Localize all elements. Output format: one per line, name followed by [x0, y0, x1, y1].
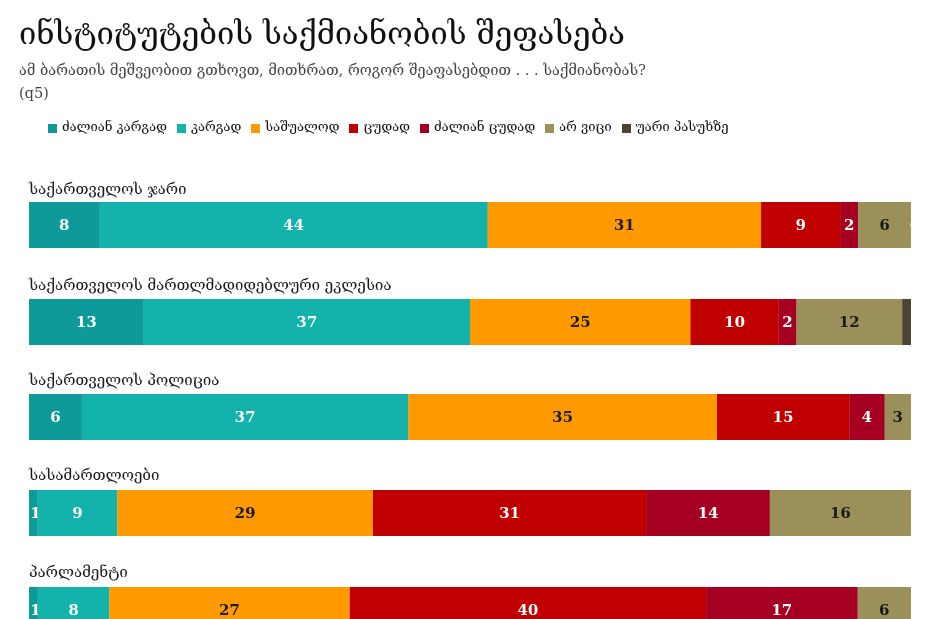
- legend-label: კარგად: [190, 120, 242, 135]
- bar-segment: [857, 587, 911, 619]
- bar-segment: [778, 299, 797, 345]
- bar-segment: [858, 202, 911, 248]
- value-label: 2: [844, 216, 854, 234]
- value-label: 14: [698, 504, 719, 522]
- value-label: 1: [30, 504, 40, 522]
- legend-item: არ ვიცი: [545, 119, 612, 137]
- legend-swatch: [545, 123, 555, 133]
- value-label: 10: [724, 313, 745, 331]
- legend-item: ცუდად: [349, 119, 410, 137]
- bar-segment: [408, 394, 717, 440]
- legend-item: ძალიან კარგად: [48, 119, 167, 137]
- bar-segment: [646, 490, 770, 536]
- chart-title: ინსტიტუტების საქმიანობის შეფასება: [19, 16, 625, 52]
- bar-segment: [706, 587, 858, 619]
- value-label: 29: [235, 504, 256, 522]
- legend-label: უარი პასუხზე: [635, 120, 729, 135]
- bar-segment: [37, 490, 118, 536]
- bar-segment: [349, 587, 707, 619]
- category-label: საქართველოს პოლიცია: [28, 371, 219, 389]
- bar-segment: [690, 299, 779, 345]
- bar-segment: [849, 394, 885, 440]
- legend-swatch: [48, 123, 57, 133]
- value-label: 37: [296, 313, 317, 331]
- value-label: 8: [68, 601, 78, 619]
- bar-segment: [99, 202, 488, 248]
- bar-segment: [761, 202, 841, 248]
- bar-segment: [902, 299, 911, 345]
- value-label: 4: [862, 408, 872, 426]
- value-label: 17: [771, 601, 792, 619]
- value-label: 8: [59, 216, 69, 234]
- legend: ძალიან კარგად კარგად საშუალოდ ცუდად ძალი…: [48, 119, 729, 137]
- category-label: სასამართლოები: [28, 466, 159, 484]
- legend-swatch: [176, 123, 186, 133]
- bar-segment: [81, 394, 409, 440]
- bar-segment: [470, 299, 691, 345]
- bar-segment: [29, 299, 144, 345]
- bar-segment: [372, 490, 647, 536]
- bar-segment: [487, 202, 762, 248]
- bar-segment: [143, 299, 470, 345]
- value-label: 15: [773, 408, 794, 426]
- value-label: 16: [830, 504, 851, 522]
- bar-segment: [716, 394, 850, 440]
- legend-label: ძალიან კარგად: [62, 120, 167, 135]
- legend-item: საშუალოდ: [251, 119, 339, 137]
- legend-label: არ ვიცი: [559, 120, 612, 135]
- value-label: 37: [235, 408, 256, 426]
- legend-swatch: [251, 123, 261, 133]
- value-label: 6: [50, 408, 60, 426]
- value-label: 35: [552, 408, 573, 426]
- legend-item: უარი პასუხზე: [621, 119, 729, 137]
- value-label: 2: [782, 313, 792, 331]
- legend-label: ძალიან ცუდად: [434, 120, 536, 135]
- bar-segment: [29, 587, 38, 619]
- value-label: 1: [30, 601, 40, 619]
- legend-item: კარგად: [176, 119, 242, 137]
- value-label: 31: [614, 216, 635, 234]
- value-label: 31: [499, 504, 520, 522]
- value-label: 6: [879, 216, 889, 234]
- legend-swatch: [621, 123, 631, 133]
- category-label: საქართველოს ჯარი: [28, 180, 187, 198]
- legend-swatch: [420, 123, 430, 133]
- legend-swatch: [349, 123, 359, 133]
- bar-segment: [884, 394, 911, 440]
- chart-subtitle: ამ ბარათის მეშვეობით გთხოვთ, მითხრათ, რო…: [19, 63, 646, 79]
- value-label: 9: [72, 504, 82, 522]
- bar-segment: [840, 202, 859, 248]
- bar-segment: [796, 299, 903, 345]
- question-code: (q5): [19, 86, 49, 102]
- value-label: 12: [839, 313, 860, 331]
- category-label: საქართველოს მართლმადიდებლური ეკლესია: [28, 276, 391, 294]
- value-label: 44: [283, 216, 304, 234]
- bar-segment: [37, 587, 110, 619]
- value-label: 40: [517, 601, 538, 619]
- bar-segment: [29, 394, 82, 440]
- value-label: 3: [893, 408, 903, 426]
- value-label: 0: [910, 216, 920, 234]
- category-label: პარლამენტი: [29, 563, 128, 581]
- bar-segment: [109, 587, 350, 619]
- bar-segment: [29, 490, 38, 536]
- legend-label: საშუალოდ: [265, 120, 340, 135]
- bar-segment: [29, 202, 100, 248]
- bar-segment: [117, 490, 373, 536]
- value-label: 25: [570, 313, 591, 331]
- legend-item: ძალიან ცუდად: [420, 119, 535, 137]
- bar-segment: [769, 490, 911, 536]
- legend-label: ცუდად: [363, 120, 411, 135]
- value-label: 6: [879, 601, 889, 619]
- value-label: 27: [219, 601, 240, 619]
- value-label: 13: [76, 313, 97, 331]
- value-label: 9: [796, 216, 806, 234]
